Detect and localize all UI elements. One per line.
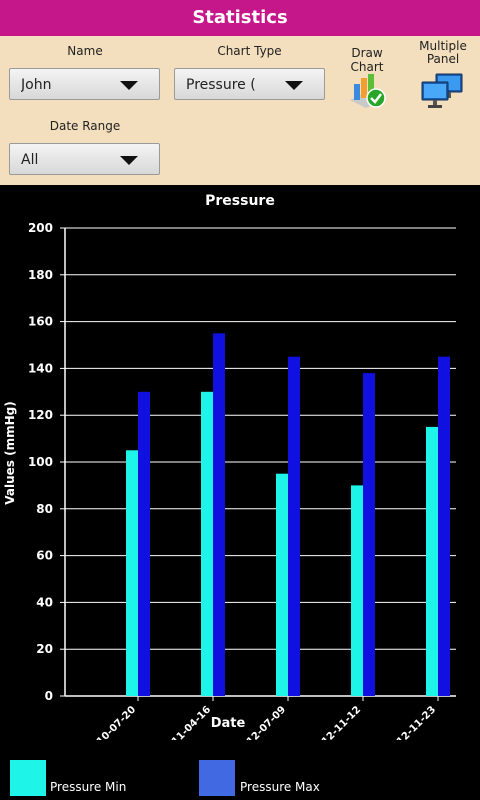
bar-min xyxy=(426,426,438,696)
y-tick-label: 120 xyxy=(28,408,53,422)
app-title: Statistics xyxy=(0,0,480,36)
chart-type-value: Pressure ( xyxy=(186,77,256,93)
bar-max xyxy=(138,391,150,696)
x-axis-label: Date xyxy=(210,716,246,731)
y-tick-label: 140 xyxy=(28,361,53,375)
bar-min xyxy=(126,450,138,696)
y-tick-label: 200 xyxy=(28,221,53,235)
date-range-label: Date Range xyxy=(49,119,121,133)
chevron-down-icon xyxy=(285,81,303,90)
bar-max xyxy=(213,333,225,696)
legend-swatch-max xyxy=(199,760,235,796)
y-tick-label: 80 xyxy=(36,502,53,516)
y-tick-label: 60 xyxy=(36,549,53,563)
date-range-value: All xyxy=(21,152,39,168)
name-label: Name xyxy=(67,44,103,58)
y-tick-label: 160 xyxy=(28,315,53,329)
bar-min xyxy=(276,473,288,696)
bar-min xyxy=(351,485,363,696)
chart-check-icon[interactable] xyxy=(346,70,388,110)
legend-label-min: Pressure Min xyxy=(50,780,127,794)
name-value: John xyxy=(21,77,52,93)
bar-max xyxy=(288,356,300,696)
y-tick-label: 0 xyxy=(45,689,53,703)
draw-chart-label: Draw Chart xyxy=(350,46,384,74)
bar-max xyxy=(363,373,375,696)
y-tick-label: 40 xyxy=(36,595,53,609)
legend-swatch-min xyxy=(10,760,46,796)
chevron-down-icon xyxy=(120,156,138,165)
bar-max xyxy=(438,356,450,696)
bar-min xyxy=(201,391,213,696)
filter-panel: Name John Chart Type Pressure ( Draw Cha… xyxy=(0,36,480,185)
multiple-panel-label: Multiple Panel xyxy=(419,39,467,66)
y-tick-label: 100 xyxy=(28,455,53,469)
chart-title: Pressure xyxy=(205,193,275,209)
name-dropdown[interactable]: John xyxy=(9,68,160,100)
y-tick-label: 20 xyxy=(36,642,53,656)
chevron-down-icon xyxy=(120,81,138,90)
chart-type-dropdown[interactable]: Pressure ( xyxy=(174,68,325,100)
date-range-dropdown[interactable]: All xyxy=(9,143,160,175)
monitors-icon[interactable] xyxy=(420,72,466,110)
chart-type-label: Chart Type xyxy=(217,44,282,58)
y-tick-label: 180 xyxy=(28,268,53,282)
legend-label-max: Pressure Max xyxy=(240,780,320,794)
